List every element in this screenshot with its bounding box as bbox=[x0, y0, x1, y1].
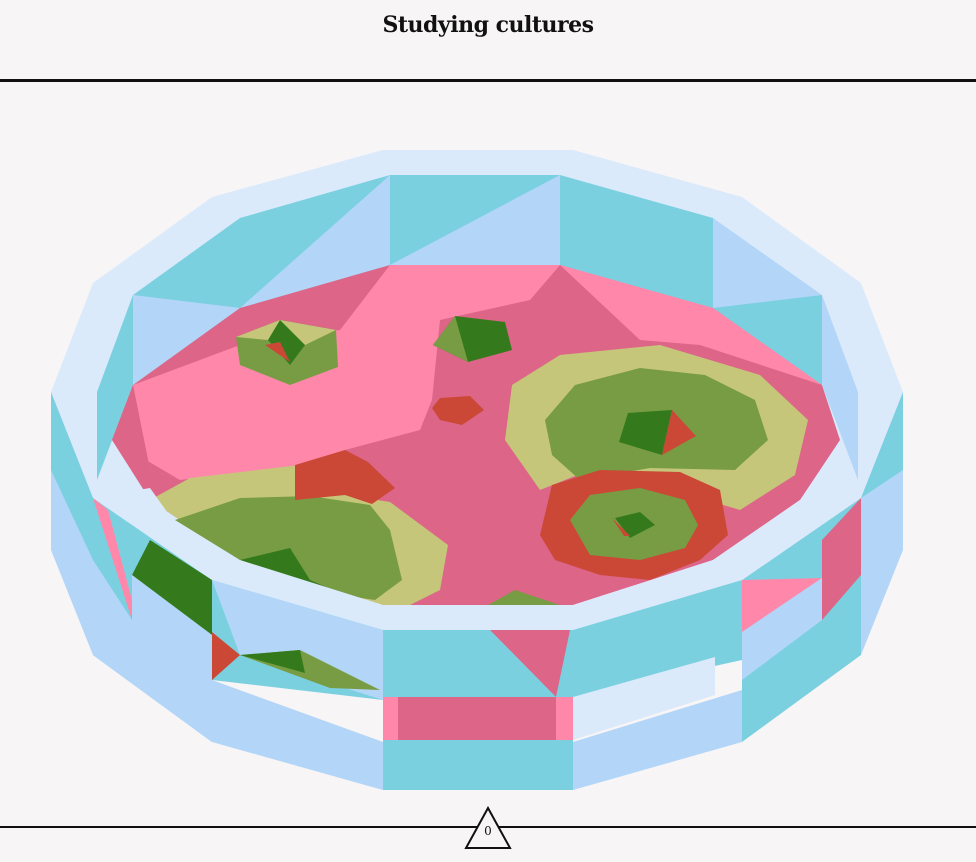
inner-front-wall-4-band-r bbox=[556, 697, 573, 740]
counter-button[interactable]: 0 bbox=[464, 806, 512, 850]
page-title: Studying cultures bbox=[0, 12, 976, 38]
counter-value: 0 bbox=[464, 824, 512, 838]
petri-dish[interactable] bbox=[0, 82, 976, 827]
inner-front-wall-4-band-l bbox=[383, 697, 398, 740]
petri-dish-scene[interactable] bbox=[0, 82, 976, 827]
inner-front-wall-4-band bbox=[383, 697, 573, 740]
header-bar: Studying cultures bbox=[0, 0, 976, 82]
